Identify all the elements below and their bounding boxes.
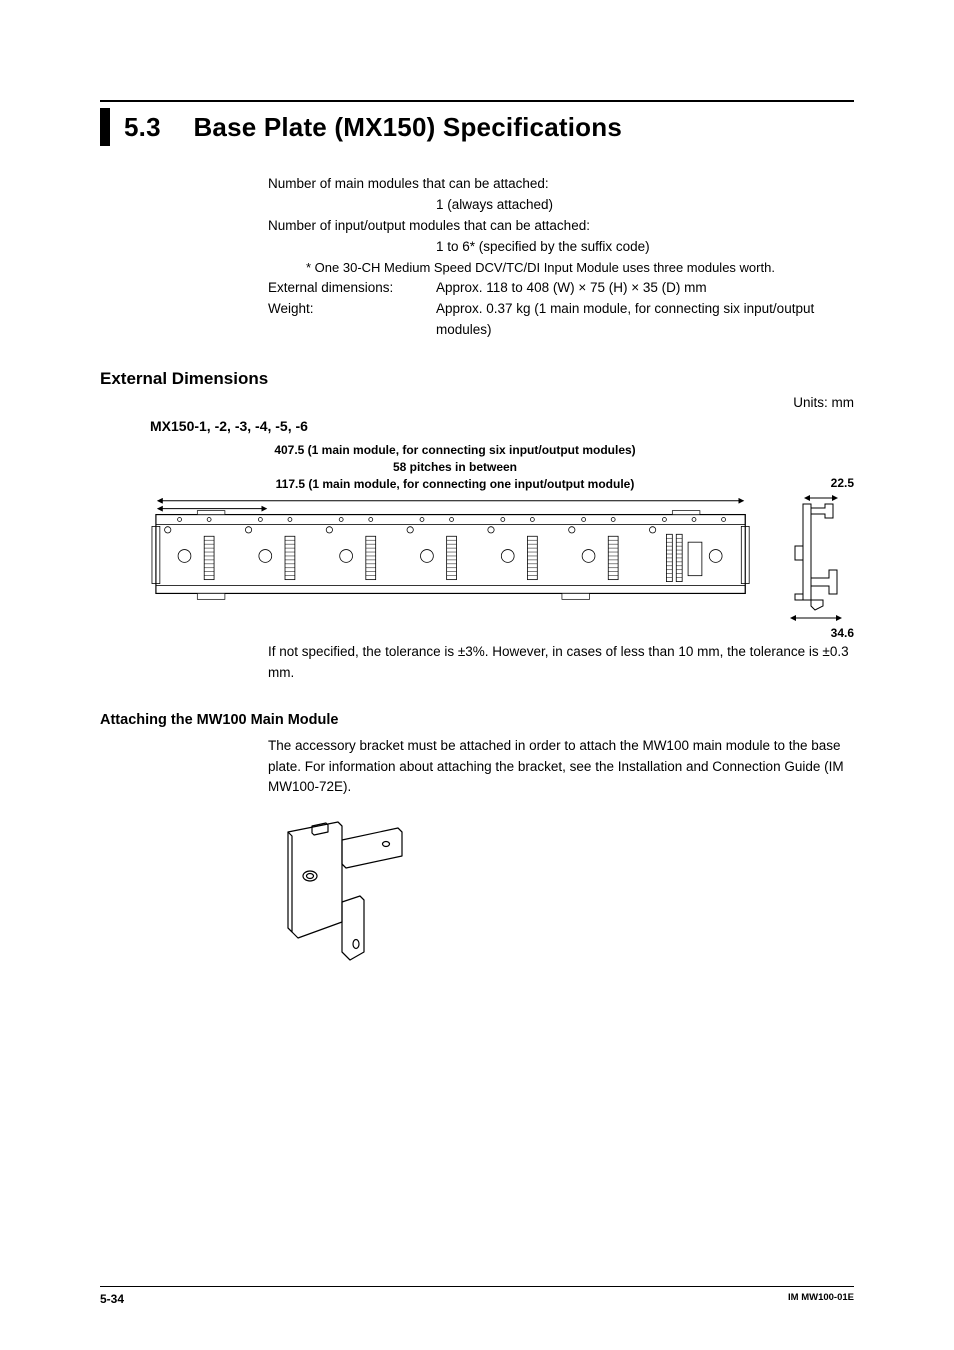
caption-line2: 58 pitches in between bbox=[150, 459, 760, 476]
tolerance-text: If not specified, the tolerance is ±3%. … bbox=[268, 642, 854, 684]
heading-text: 5.3 Base Plate (MX150) Specifications bbox=[124, 102, 622, 146]
page-number: 5-34 bbox=[100, 1292, 124, 1306]
spec-main-modules-value: 1 (always attached) bbox=[268, 195, 854, 216]
diagram-row: 22.5 bbox=[100, 494, 854, 624]
caption-line3: 117.5 (1 main module, for connecting one… bbox=[150, 476, 760, 493]
bracket-isometric-diagram bbox=[268, 812, 448, 972]
section-number: 5.3 bbox=[124, 112, 186, 143]
spec-main-modules-label: Number of main modules that can be attac… bbox=[268, 174, 854, 195]
page-footer: 5-34 IM MW100-01E bbox=[100, 1286, 854, 1306]
spec-weight-value: Approx. 0.37 kg (1 main module, for conn… bbox=[436, 299, 854, 341]
side-dim-bottom: 34.6 bbox=[831, 626, 854, 640]
section-heading: 5.3 Base Plate (MX150) Specifications bbox=[100, 100, 854, 146]
caption-line1: 407.5 (1 main module, for connecting six… bbox=[150, 442, 760, 459]
side-dim-top: 22.5 bbox=[831, 476, 854, 490]
attach-heading: Attaching the MW100 Main Module bbox=[100, 712, 854, 728]
spec-weight-label: Weight: bbox=[268, 299, 436, 341]
side-view-wrap: 22.5 bbox=[775, 494, 854, 624]
spec-block: Number of main modules that can be attac… bbox=[268, 174, 854, 341]
section-title: Base Plate (MX150) Specifications bbox=[193, 112, 622, 142]
spec-extdim-label: External dimensions: bbox=[268, 278, 436, 299]
spec-io-modules-label: Number of input/output modules that can … bbox=[268, 216, 854, 237]
diagram-captions: 407.5 (1 main module, for connecting six… bbox=[150, 442, 760, 494]
spec-star-note: * One 30-CH Medium Speed DCV/TC/DI Input… bbox=[268, 258, 854, 278]
baseplate-front-diagram bbox=[150, 494, 751, 614]
baseplate-side-diagram bbox=[775, 494, 845, 624]
doc-id: IM MW100-01E bbox=[788, 1292, 854, 1306]
heading-bar bbox=[100, 108, 110, 146]
external-dimensions-heading: External Dimensions bbox=[100, 369, 854, 389]
model-label: MX150-1, -2, -3, -4, -5, -6 bbox=[150, 418, 854, 434]
spec-io-modules-value: 1 to 6* (specified by the suffix code) bbox=[268, 237, 854, 258]
attach-body: The accessory bracket must be attached i… bbox=[268, 736, 854, 799]
spec-extdim-value: Approx. 118 to 408 (W) × 75 (H) × 35 (D)… bbox=[436, 278, 854, 299]
units-label: Units: mm bbox=[793, 395, 854, 410]
